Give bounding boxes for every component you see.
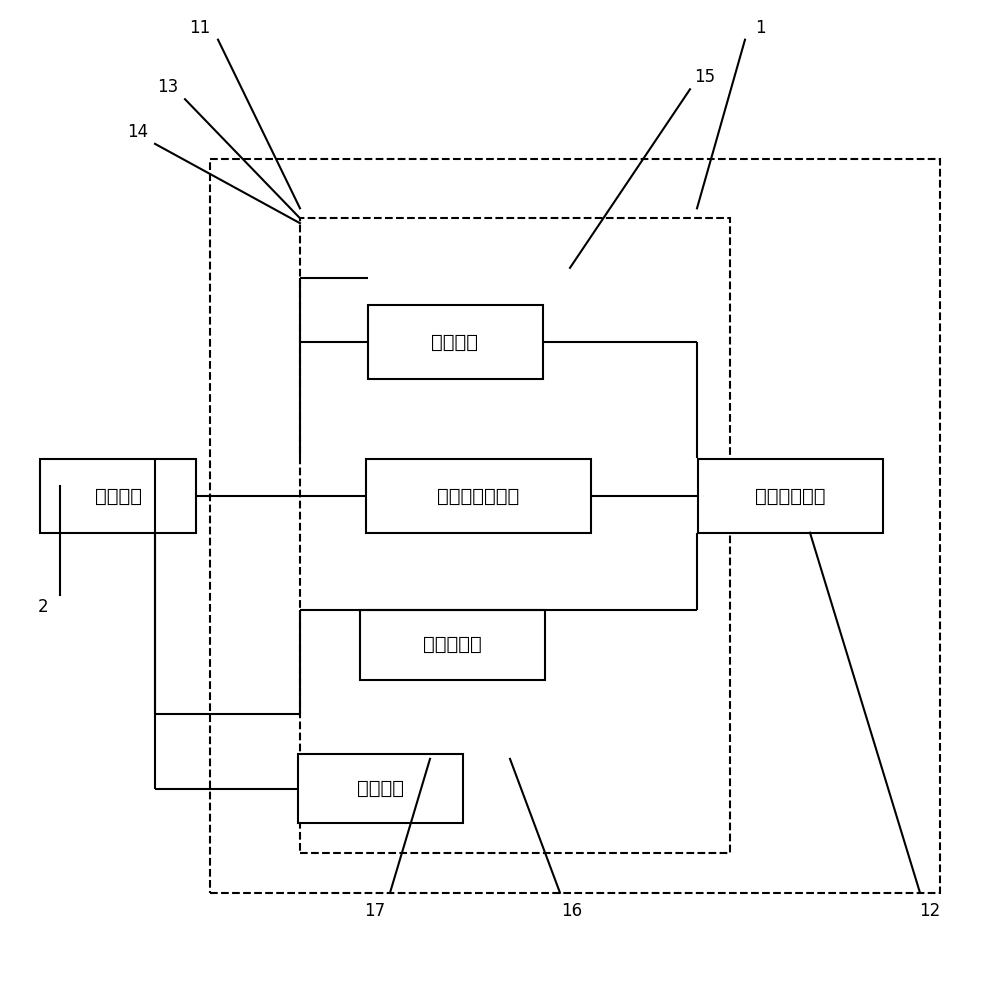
Bar (40, 459, 196, 534)
Bar (210, 159, 940, 893)
Bar (698, 459, 883, 534)
Text: 取样电阻: 取样电阻 (432, 332, 479, 352)
Text: 霍尔电流传感器: 霍尔电流传感器 (437, 486, 519, 506)
Text: 温度开关: 温度开关 (356, 779, 404, 799)
Bar (368, 306, 542, 379)
Text: 1: 1 (755, 19, 765, 37)
Text: 17: 17 (364, 902, 386, 920)
Text: 16: 16 (561, 902, 583, 920)
Text: 运算放大器: 运算放大器 (423, 635, 481, 655)
Text: 电流检测电路: 电流检测电路 (755, 486, 825, 506)
Bar (360, 610, 544, 680)
Text: 14: 14 (127, 123, 149, 141)
Text: 11: 11 (189, 19, 211, 37)
Bar (300, 218, 730, 853)
Text: 12: 12 (919, 902, 941, 920)
Text: 油泵电机: 油泵电机 (94, 486, 142, 506)
Bar (366, 459, 590, 534)
Text: 15: 15 (694, 68, 716, 86)
Text: 13: 13 (157, 78, 179, 96)
Bar (298, 754, 462, 823)
Text: 2: 2 (38, 598, 48, 616)
